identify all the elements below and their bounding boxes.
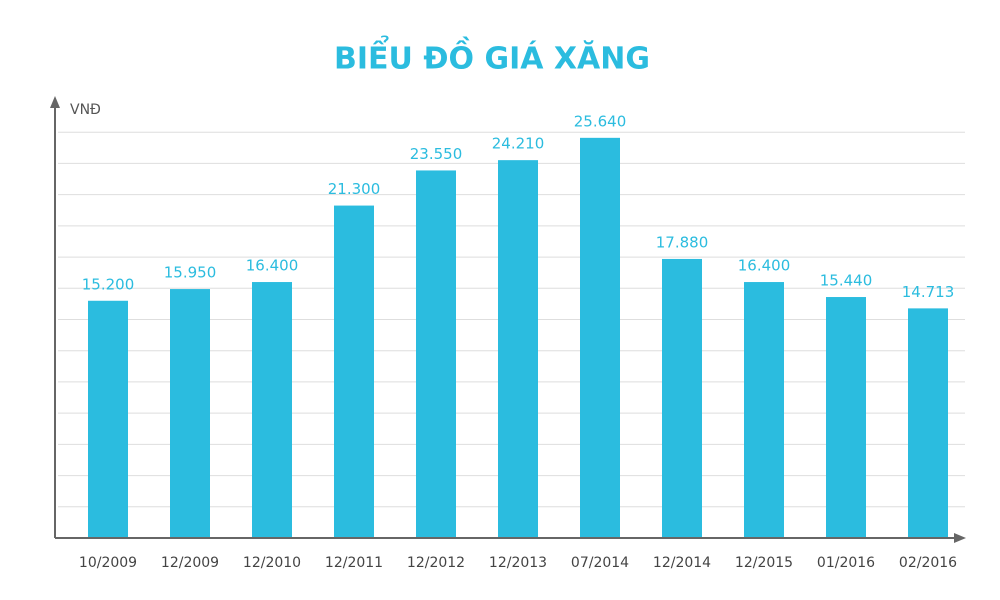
value-label: 14.713 [902,283,955,301]
bar [334,205,374,538]
chart-title: BIỂU ĐỒ GIÁ XĂNG [334,36,650,77]
bars [88,137,948,539]
x-tick-label: 12/2015 [735,555,793,571]
x-tick-label: 07/2014 [571,555,629,571]
x-tick-label: 12/2009 [161,555,219,571]
x-tick-label: 12/2011 [325,555,383,571]
x-axis-arrow [954,533,966,543]
x-tick-label: 01/2016 [817,555,875,571]
value-label: 15.200 [82,275,135,293]
bar [416,170,456,538]
bar [252,282,292,538]
bar [908,308,948,538]
value-label: 25.640 [574,112,627,130]
value-label: 15.950 [164,264,217,282]
bar [826,297,866,538]
x-tick-label: 10/2009 [79,555,137,571]
bar [498,160,538,539]
value-label: 16.400 [738,257,791,275]
y-axis-label: VNĐ [70,102,101,118]
value-label: 15.440 [820,272,873,290]
bar [88,300,128,538]
value-label: 21.300 [328,180,381,198]
value-label: 17.880 [656,233,709,251]
x-tick-label: 12/2013 [489,555,547,571]
x-tick-label: 12/2012 [407,555,465,571]
bar [744,282,784,538]
bar [580,137,620,538]
bar [170,289,210,538]
x-tick-label: 12/2014 [653,555,711,571]
value-label: 16.400 [246,257,299,275]
x-tick-label: 12/2010 [243,555,301,571]
value-label: 23.550 [410,145,463,163]
value-label: 24.210 [492,135,545,153]
bar [662,258,702,538]
y-axis-arrow [50,96,60,108]
x-tick-label: 02/2016 [899,555,957,571]
